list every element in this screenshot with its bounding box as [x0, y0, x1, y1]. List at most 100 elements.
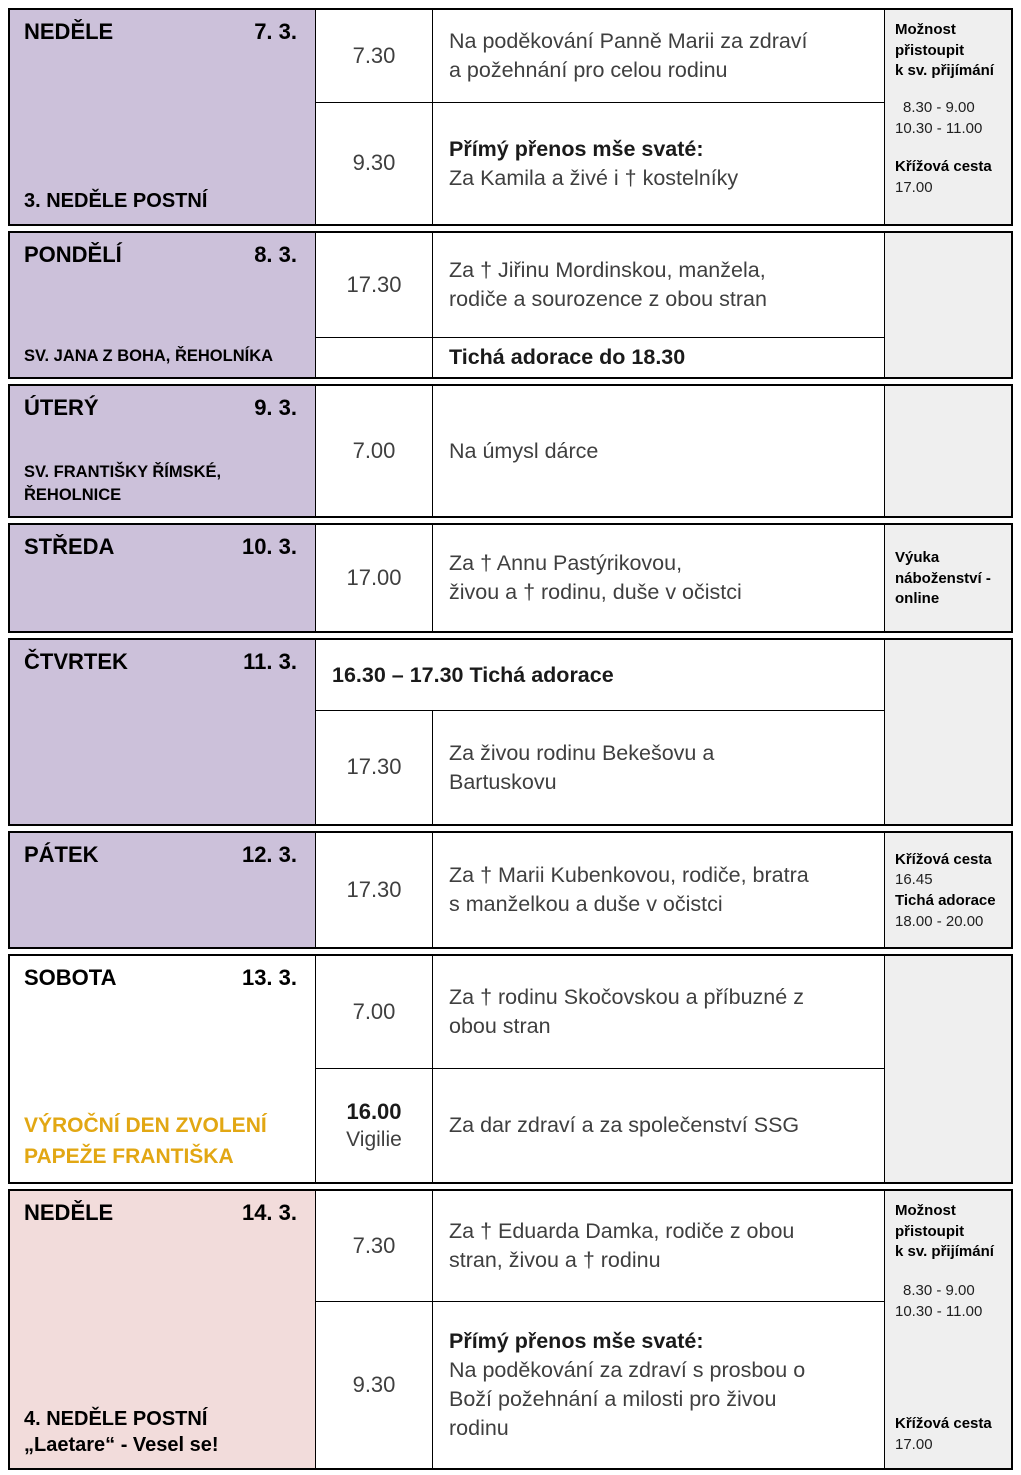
sidebar-line: přistoupit: [895, 41, 965, 59]
content-line: Za † Annu Pastýrikovou,: [449, 551, 683, 576]
mass-intention-cell: Za † Jiřinu Mordinskou, manžela, rodiče a…: [432, 233, 884, 337]
mass-time-cell: 17.30: [315, 233, 432, 337]
mass-time-cell: 9.30: [315, 102, 432, 224]
mass-time: 9.30: [352, 150, 396, 176]
sidebar-line: Možnost: [895, 1202, 956, 1219]
day-date: 8. 3.: [254, 242, 297, 267]
day-name: STŘEDA: [24, 534, 115, 559]
mass-intention-cell: Za † rodinu Skočovskou a příbuzné z obou …: [432, 956, 884, 1068]
day-date: 9. 3.: [254, 395, 297, 420]
day-date: 12. 3.: [241, 842, 297, 867]
mass-time: 7.30: [352, 42, 396, 68]
day-header-cell: SOBOTA 13. 3. VÝROČNÍ DEN ZVOLENÍ PAPEŽE FR…: [10, 956, 315, 1182]
day-block-patek-12-3: PÁTEK 12. 3. 17.30 Za † Marii Kubenkovou, r…: [8, 831, 1013, 949]
content-line: Boží požehnání a milosti pro živou: [449, 1387, 777, 1411]
sidebar-note-cell: [884, 956, 1011, 1182]
mass-time: 7.00: [352, 998, 396, 1024]
sidebar-line: 17.00: [895, 179, 933, 197]
sidebar-spacer: [895, 82, 1003, 98]
mass-time: 17.00: [346, 564, 402, 590]
day-name-row: ČTVRTEK 11. 3.: [24, 648, 305, 676]
sidebar-line: k sv. přijímání: [895, 62, 994, 80]
day-name-row: STŘEDA 10. 3.: [24, 533, 305, 561]
day-subtitle-line: VÝROČNÍ DEN ZVOLENÍ: [24, 1114, 267, 1138]
mass-time-note: Vigilie: [346, 1128, 402, 1152]
sidebar-line: Tichá adorace: [895, 892, 996, 909]
day-name-row: SOBOTA 13. 3.: [24, 964, 305, 992]
mass-time-cell: 7.00: [315, 386, 432, 516]
content-line: Na úmysl dárce: [449, 438, 599, 463]
content-line: Za dar zdraví a za společenství SSG: [449, 1113, 800, 1138]
content-line: a požehnání pro celou rodinu: [449, 58, 728, 82]
content-line: Za † Marii Kubenkovou, rodiče, bratra: [449, 863, 809, 888]
sidebar-spacer: [895, 139, 1003, 157]
sidebar-note-cell: [884, 386, 1011, 516]
mass-intention-cell: Za † Annu Pastýrikovou, živou a † rodinu,…: [432, 525, 884, 631]
mass-intention-cell: Za dar zdraví a za společenství SSG: [432, 1068, 884, 1182]
day-subtitle-line: SV. FRANTIŠKY ŘÍMSKÉ,: [24, 463, 222, 482]
day-subtitle: SV. JANA Z BOHA, ŘEHOLNÍKA: [24, 345, 305, 367]
content-line: Za † rodinu Skočovskou a příbuzné z: [449, 985, 804, 1010]
sidebar-line: 10.30 - 11.00: [895, 1302, 983, 1320]
content-line: živou a † rodinu, duše v očistci: [449, 580, 742, 604]
mass-time: 17.30: [346, 876, 402, 902]
day-block-streda-10-3: STŘEDA 10. 3. 17.00 Za † Annu Pastýrikovou,…: [8, 523, 1013, 633]
sidebar-line: 18.00 - 20.00: [895, 912, 984, 930]
day-header-cell: STŘEDA 10. 3.: [10, 525, 315, 631]
day-header-cell: NEDĚLE 7. 3. 3. NEDĚLE POSTNÍ: [10, 10, 315, 224]
mass-time-cell: 17.30: [315, 833, 432, 947]
sidebar-line: 8.30 - 9.00: [903, 1282, 975, 1300]
sidebar-line: 8.30 - 9.00: [903, 99, 975, 117]
day-date: 14. 3.: [241, 1200, 297, 1225]
content-line: stran, živou a † rodinu: [449, 1248, 661, 1272]
mass-time: 9.30: [352, 1371, 396, 1397]
day-name-row: PONDĚLÍ 8. 3.: [24, 241, 305, 269]
content-line: Bartuskovu: [449, 769, 557, 794]
day-name: ČTVRTEK: [24, 649, 128, 674]
day-name: PONDĚLÍ: [24, 242, 122, 267]
sidebar-note-cell: [884, 233, 1011, 377]
sidebar-line: Možnost: [895, 21, 956, 38]
content-line: Za † Jiřinu Mordinskou, manžela,: [449, 258, 766, 283]
day-subtitle: 3. NEDĚLE POSTNÍ: [24, 188, 305, 214]
day-name-row: PÁTEK 12. 3.: [24, 841, 305, 869]
adoration-cell: 16.30 – 17.30 Tichá adorace: [315, 640, 884, 710]
sidebar-note-cell: [884, 640, 1011, 824]
sidebar-line: Křížová cesta: [895, 158, 992, 176]
day-block-ctvrtek-11-3: ČTVRTEK 11. 3. 16.30 – 17.30 Tichá adorace…: [8, 638, 1013, 826]
sidebar-line: k sv. přijímání: [895, 1243, 994, 1261]
day-date: 13. 3.: [241, 965, 297, 990]
day-name: PÁTEK: [24, 842, 99, 867]
day-name: NEDĚLE: [24, 1200, 114, 1225]
mass-time-cell: 9.30: [315, 1301, 432, 1468]
mass-intention-cell: Za † Eduarda Damka, rodiče z obou stran, …: [432, 1191, 884, 1301]
day-block-nedele-14-3: NEDĚLE 14. 3. 4. NEDĚLE POSTNÍ „Laetare“ - …: [8, 1189, 1013, 1470]
content-line: Na poděkování Panně Marii za zdraví: [449, 29, 808, 54]
mass-intention-cell: Za živou rodinu Bekešovu a Bartuskovu: [432, 710, 884, 824]
sidebar-note-cell: Výuka náboženství - online: [884, 525, 1011, 631]
day-name-row: NEDĚLE 14. 3.: [24, 1199, 305, 1227]
mass-time-cell: 16.00 Vigilie: [315, 1068, 432, 1182]
content-line: Přímý přenos mše svaté:: [449, 1329, 704, 1354]
mass-time: 7.30: [352, 1232, 396, 1258]
sidebar-spacer: [895, 1322, 1003, 1414]
day-date: 10. 3.: [241, 534, 297, 559]
sidebar-line: Výuka: [895, 548, 940, 566]
sidebar-line: 17.00: [895, 1436, 933, 1454]
day-block-nedele-7-3: NEDĚLE 7. 3. 3. NEDĚLE POSTNÍ 7.30 Na poděko…: [8, 8, 1013, 226]
sidebar-note-cell: Křížová cesta 16.45 Tichá adorace 18.00 - 2…: [884, 833, 1011, 947]
day-name: SOBOTA: [24, 965, 117, 990]
day-subtitle: 4. NEDĚLE POSTNÍ „Laetare“ - Vesel se!: [24, 1406, 305, 1458]
mass-time-cell: [315, 337, 432, 377]
content-line: Za živou rodinu Bekešovu a: [449, 740, 715, 765]
content-line: s manželkou a duše v očistci: [449, 892, 723, 916]
day-header-cell: ČTVRTEK 11. 3.: [10, 640, 315, 824]
sidebar-note-cell: Možnost přistoupit k sv. přijímání 8.30 - 9…: [884, 10, 1011, 224]
mass-time-cell: 7.00: [315, 956, 432, 1068]
day-name: ÚTERÝ: [24, 395, 99, 420]
day-subtitle-line: 4. NEDĚLE POSTNÍ: [24, 1408, 208, 1430]
sidebar-note-cell: Možnost přistoupit k sv. přijímání 8.30 - 9…: [884, 1191, 1011, 1468]
day-subtitle-line: SV. JANA Z BOHA, ŘEHOLNÍKA: [24, 346, 274, 365]
content-line: rodinu: [449, 1415, 509, 1440]
